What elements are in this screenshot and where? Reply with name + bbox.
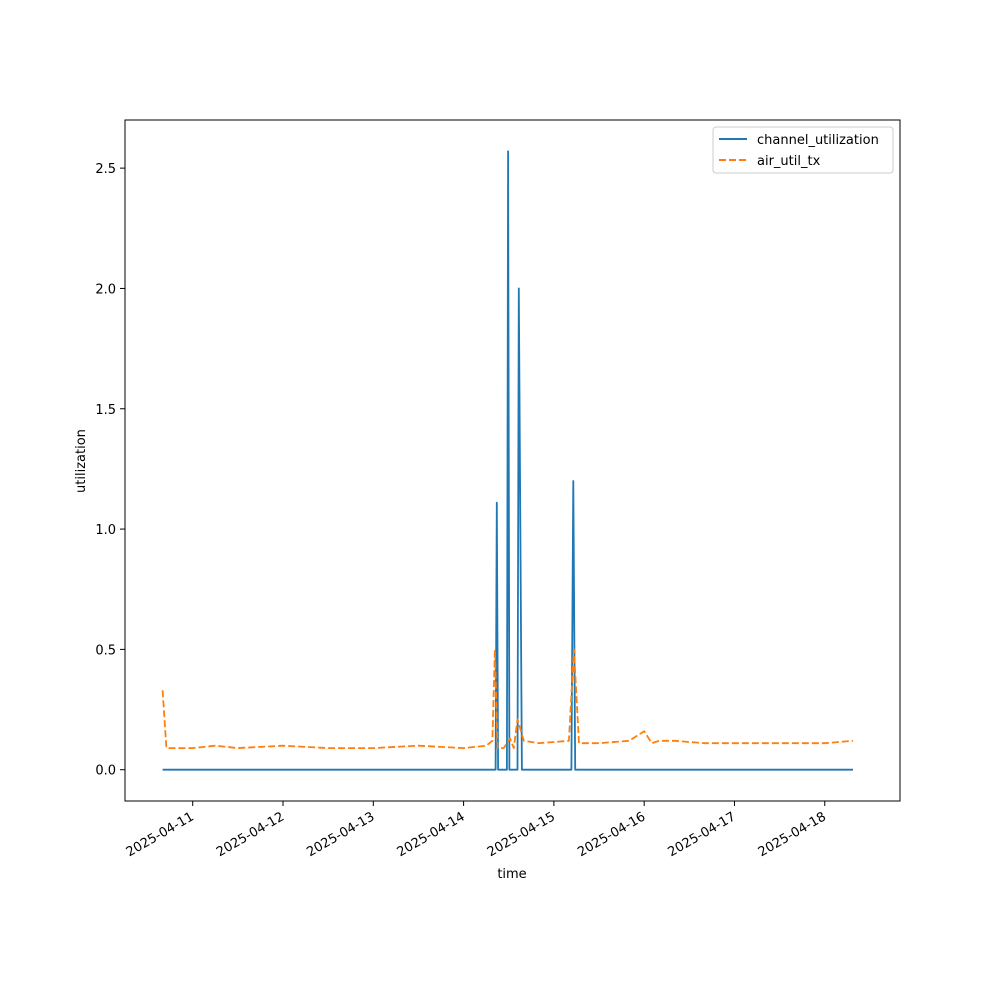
x-axis-label: time [497, 867, 526, 882]
y-tick-label: 1.0 [95, 523, 116, 538]
plot-area [124, 119, 901, 802]
y-tick-label: 1.5 [95, 403, 116, 418]
y-tick-label: 0.0 [95, 764, 116, 779]
legend-label-channel-utilization: channel_utilization [757, 133, 879, 148]
series-line-channel-utilization [162, 150, 853, 771]
y-tick-label: 2.0 [95, 282, 116, 297]
y-tick-label: 0.5 [95, 643, 116, 658]
y-axis-label: utilization [74, 429, 89, 493]
legend-label-air-util-tx: air_util_tx [757, 154, 821, 169]
axes-frame [124, 119, 901, 802]
series-line-air-util-tx [161, 648, 854, 749]
legend: channel_utilization air_util_tx [712, 126, 894, 174]
y-tick-label: 2.5 [95, 162, 116, 177]
y-axis: 0.0 0.5 1.0 1.5 2.0 2.5 [95, 162, 125, 779]
series-layer [161, 150, 854, 771]
legend-box [712, 126, 894, 174]
